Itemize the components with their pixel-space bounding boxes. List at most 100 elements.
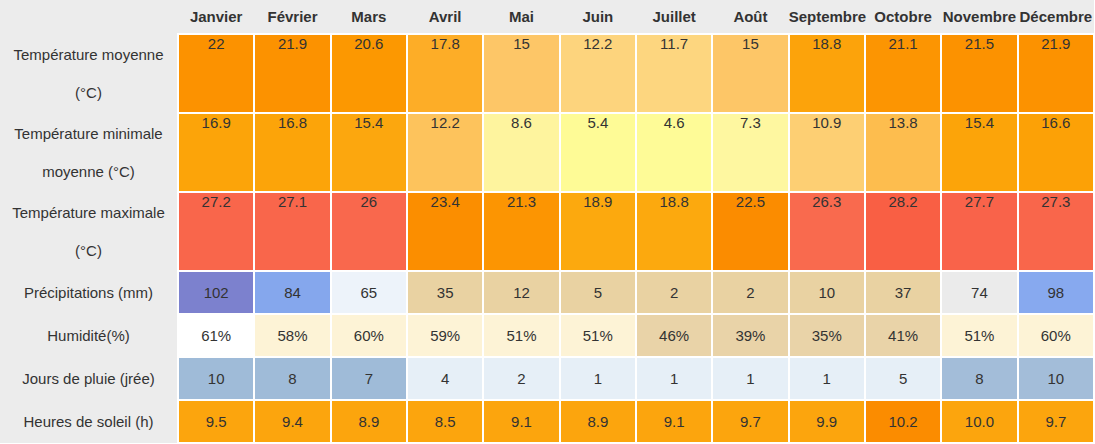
row-label-line: Humidité(%)	[0, 317, 177, 355]
data-cell: 60%	[1018, 314, 1094, 357]
data-cell: 2	[712, 271, 788, 314]
data-cell: 5	[865, 357, 941, 400]
data-cell: 18.9	[560, 192, 636, 271]
column-header-avril: Avril	[407, 0, 483, 34]
row-label-line: Jours de pluie (jrée)	[0, 360, 177, 398]
data-cell: 1	[636, 357, 712, 400]
row-label: Précipitations (mm)	[0, 271, 178, 314]
data-cell: 26	[331, 192, 407, 271]
data-cell: 51%	[483, 314, 559, 357]
data-cell: 27.1	[254, 192, 330, 271]
data-cell: 15	[712, 34, 788, 113]
data-cell: 10.9	[789, 113, 865, 192]
column-header-juillet: Juillet	[636, 0, 712, 34]
column-header-novembre: Novembre	[941, 0, 1017, 34]
table-row-temperature-minimale-moyenne-c-: Température minimalemoyenne (°C)16.916.8…	[0, 113, 1094, 192]
row-label-line: Température maximale	[0, 194, 177, 232]
data-cell: 4	[407, 357, 483, 400]
row-label: Température moyenne(°C)	[0, 34, 178, 113]
data-cell: 21.9	[254, 34, 330, 113]
table-header: JanvierFévrierMarsAvrilMaiJuinJuilletAoû…	[0, 0, 1094, 34]
data-cell: 74	[941, 271, 1017, 314]
data-cell: 58%	[254, 314, 330, 357]
data-cell: 37	[865, 271, 941, 314]
data-cell: 8	[941, 357, 1017, 400]
data-cell: 9.5	[178, 400, 254, 443]
row-label: Jours de pluie (jrée)	[0, 357, 178, 400]
data-cell: 8.9	[560, 400, 636, 443]
data-cell: 8.6	[483, 113, 559, 192]
data-cell: 21.1	[865, 34, 941, 113]
table-row-temperature-moyenne-c-: Température moyenne(°C)2221.920.617.8151…	[0, 34, 1094, 113]
data-cell: 21.9	[1018, 34, 1094, 113]
column-header-mai: Mai	[483, 0, 559, 34]
data-cell: 12	[483, 271, 559, 314]
data-cell: 9.1	[483, 400, 559, 443]
data-cell: 10	[1018, 357, 1094, 400]
table-body: Température moyenne(°C)2221.920.617.8151…	[0, 34, 1094, 443]
data-cell: 1	[712, 357, 788, 400]
data-cell: 21.5	[941, 34, 1017, 113]
data-cell: 15.4	[331, 113, 407, 192]
data-cell: 18.8	[789, 34, 865, 113]
data-cell: 8	[254, 357, 330, 400]
data-cell: 16.9	[178, 113, 254, 192]
data-cell: 9.7	[712, 400, 788, 443]
row-label-line: (°C)	[0, 232, 177, 270]
header-row: JanvierFévrierMarsAvrilMaiJuinJuilletAoû…	[0, 0, 1094, 34]
data-cell: 5	[560, 271, 636, 314]
data-cell: 7.3	[712, 113, 788, 192]
data-cell: 5.4	[560, 113, 636, 192]
data-cell: 41%	[865, 314, 941, 357]
data-cell: 35%	[789, 314, 865, 357]
data-cell: 21.3	[483, 192, 559, 271]
data-cell: 9.1	[636, 400, 712, 443]
data-cell: 61%	[178, 314, 254, 357]
data-cell: 16.6	[1018, 113, 1094, 192]
column-header-mars: Mars	[331, 0, 407, 34]
data-cell: 9.4	[254, 400, 330, 443]
data-cell: 1	[560, 357, 636, 400]
data-cell: 51%	[941, 314, 1017, 357]
data-cell: 27.7	[941, 192, 1017, 271]
column-header-septembre: Septembre	[789, 0, 865, 34]
data-cell: 65	[331, 271, 407, 314]
data-cell: 46%	[636, 314, 712, 357]
data-cell: 8.5	[407, 400, 483, 443]
data-cell: 22.5	[712, 192, 788, 271]
table-row-jours-de-pluie-jree-: Jours de pluie (jrée)10874211115810	[0, 357, 1094, 400]
data-cell: 20.6	[331, 34, 407, 113]
data-cell: 102	[178, 271, 254, 314]
row-label-line: (°C)	[0, 74, 177, 112]
data-cell: 15.4	[941, 113, 1017, 192]
row-label-line: Heures de soleil (h)	[0, 403, 177, 441]
row-label: Heures de soleil (h)	[0, 400, 178, 443]
data-cell: 8.9	[331, 400, 407, 443]
data-cell: 1	[789, 357, 865, 400]
data-cell: 10.0	[941, 400, 1017, 443]
data-cell: 9.9	[789, 400, 865, 443]
column-header-janvier: Janvier	[178, 0, 254, 34]
data-cell: 13.8	[865, 113, 941, 192]
row-label: Température minimalemoyenne (°C)	[0, 113, 178, 192]
column-header-aout: Août	[712, 0, 788, 34]
row-label: Humidité(%)	[0, 314, 178, 357]
column-header-juin: Juin	[560, 0, 636, 34]
data-cell: 15	[483, 34, 559, 113]
data-cell: 16.8	[254, 113, 330, 192]
table-row-temperature-maximale-c-: Température maximale(°C)27.227.12623.421…	[0, 192, 1094, 271]
table-row-precipitations-mm-: Précipitations (mm)102846535125221037749…	[0, 271, 1094, 314]
data-cell: 39%	[712, 314, 788, 357]
data-cell: 11.7	[636, 34, 712, 113]
data-cell: 17.8	[407, 34, 483, 113]
data-cell: 4.6	[636, 113, 712, 192]
data-cell: 26.3	[789, 192, 865, 271]
data-cell: 98	[1018, 271, 1094, 314]
row-label-line: Température minimale	[0, 115, 177, 153]
data-cell: 7	[331, 357, 407, 400]
data-cell: 35	[407, 271, 483, 314]
column-header-octobre: Octobre	[865, 0, 941, 34]
corner-cell	[0, 0, 178, 34]
data-cell: 12.2	[407, 113, 483, 192]
row-label-line: Température moyenne	[0, 36, 177, 74]
